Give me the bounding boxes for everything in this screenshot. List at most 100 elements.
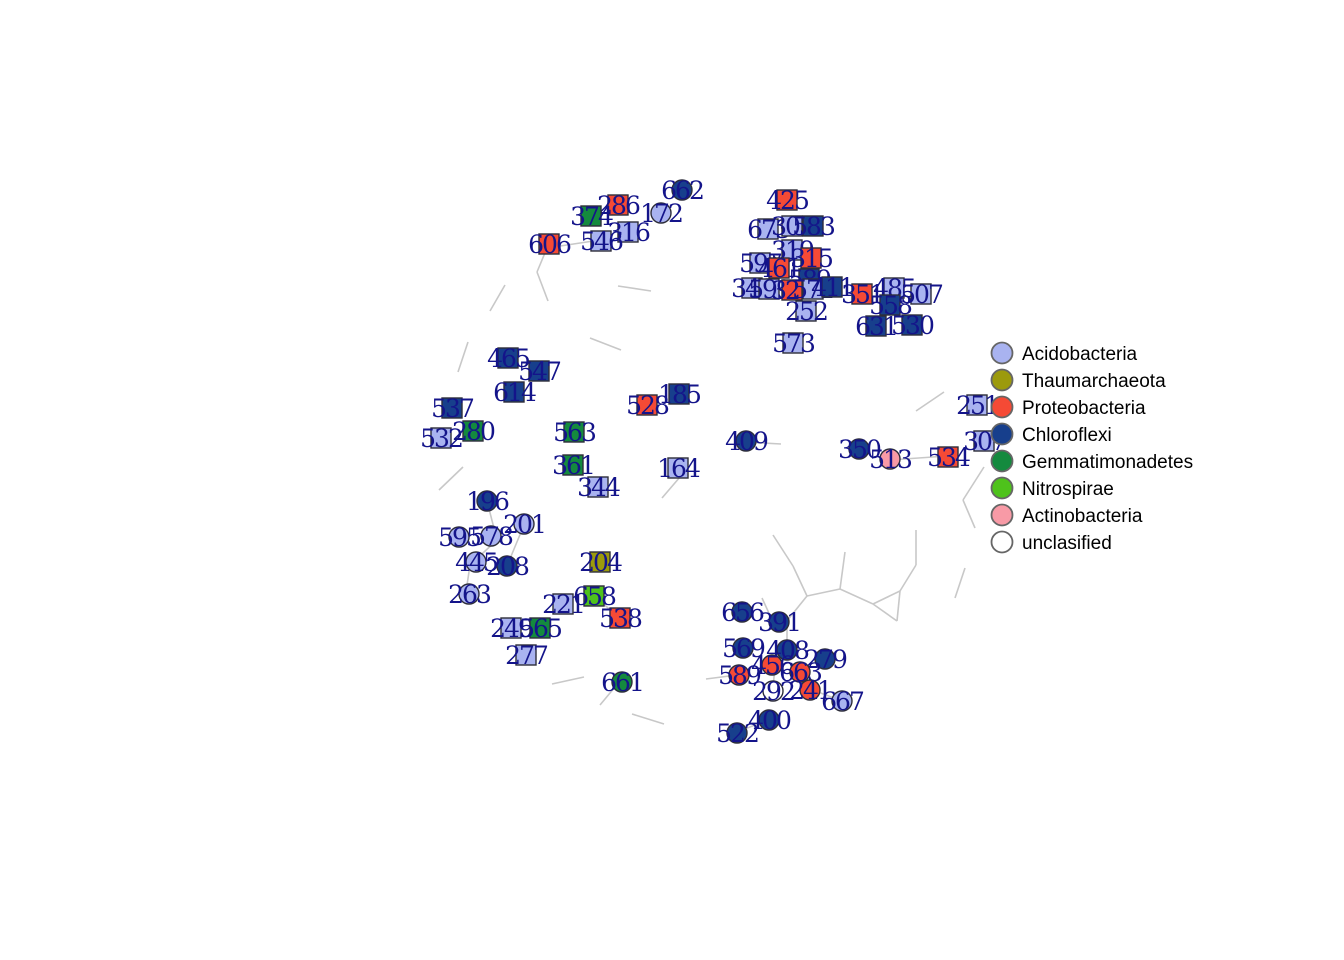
- legend-label: Proteobacteria: [1022, 398, 1146, 419]
- node-label: 361: [552, 451, 594, 480]
- network-node: 528: [626, 391, 671, 420]
- node-square: [617, 221, 639, 243]
- edge: [661, 476, 681, 499]
- node-label: 350: [838, 435, 881, 464]
- network-node: 280: [452, 417, 497, 446]
- node-square: [802, 215, 824, 237]
- node-circle: [611, 671, 633, 693]
- edge: [438, 466, 464, 491]
- network-node: 656: [721, 598, 766, 627]
- node-label: 537: [431, 394, 474, 423]
- network-node: 606: [528, 230, 573, 259]
- network-node: 292: [752, 677, 796, 706]
- network-node: 249: [490, 614, 535, 643]
- node-square: [667, 457, 689, 479]
- node-label: 316: [607, 218, 650, 247]
- network-node: 667: [821, 687, 866, 716]
- node-square: [821, 276, 843, 298]
- network-node: 614: [493, 378, 538, 407]
- node-circle: [671, 179, 693, 201]
- legend-swatch: [990, 449, 1014, 473]
- node-label: 221: [542, 590, 584, 619]
- edge: [896, 590, 901, 622]
- node-square: [776, 189, 798, 211]
- legend-entry: Nitrospirae: [990, 476, 1114, 500]
- node-label: 606: [528, 230, 571, 259]
- network-node: 164: [657, 454, 702, 483]
- node-label: 595: [438, 523, 480, 552]
- node-square: [781, 215, 803, 237]
- node-square: [757, 218, 779, 240]
- node-square: [795, 300, 817, 322]
- node-circle: [735, 430, 757, 452]
- network-node: 409: [725, 427, 770, 456]
- network-node: 208: [486, 552, 531, 581]
- network-node: 583: [792, 212, 837, 241]
- network-node: 445: [455, 548, 499, 577]
- edge: [915, 391, 945, 412]
- node-label: 573: [772, 329, 815, 358]
- node-label: 528: [626, 391, 669, 420]
- network-node: 374: [570, 202, 615, 231]
- node-circle: [762, 680, 784, 702]
- node-circle: [731, 601, 753, 623]
- network-node: 530: [891, 311, 936, 340]
- node-square: [636, 394, 658, 416]
- node-label: 208: [486, 552, 529, 581]
- node-square: [781, 279, 803, 301]
- legend-label: Acidobacteria: [1022, 344, 1138, 365]
- network-node: 172: [640, 199, 684, 228]
- node-label: 507: [900, 280, 943, 309]
- network-node: 461: [758, 254, 802, 283]
- node-square: [500, 617, 522, 639]
- network-node: 391: [758, 608, 802, 637]
- legend-swatch: [990, 476, 1014, 500]
- network-node: 565: [519, 614, 563, 643]
- network-node: 534: [927, 443, 972, 472]
- node-square: [462, 420, 484, 442]
- legend-swatch: [990, 530, 1014, 554]
- node-square: [552, 593, 574, 615]
- edge: [536, 271, 549, 302]
- node-label: 656: [721, 598, 764, 627]
- node-square: [910, 283, 932, 305]
- node-label: 465: [487, 344, 529, 373]
- network-node: 558: [869, 291, 914, 320]
- network-node: 221: [542, 590, 586, 619]
- node-label: 185: [658, 380, 700, 409]
- network-node: 196: [466, 487, 511, 516]
- node-label: 277: [505, 641, 548, 670]
- edge: [589, 337, 622, 351]
- network-node: 321: [771, 276, 815, 305]
- node-label: 522: [716, 719, 758, 748]
- node-square: [668, 383, 690, 405]
- network-node: 546: [580, 227, 625, 256]
- network-node: 563: [553, 418, 598, 447]
- edge: [457, 341, 469, 373]
- node-circle: [831, 690, 853, 712]
- network-node: 456: [751, 651, 796, 680]
- node-square: [562, 454, 584, 476]
- edge: [872, 603, 898, 622]
- edge: [551, 676, 585, 685]
- node-circle: [848, 438, 870, 460]
- legend-swatch: [990, 341, 1014, 365]
- node-label: 546: [580, 227, 623, 256]
- node-label: 662: [661, 176, 703, 205]
- node-label: 445: [455, 548, 497, 577]
- node-circle: [726, 722, 748, 744]
- node-label: 578: [470, 522, 513, 551]
- node-label: 286: [597, 191, 640, 220]
- node-label: 513: [869, 445, 912, 474]
- node-square: [800, 247, 822, 269]
- node-circle: [814, 648, 836, 670]
- network-node: 279: [804, 645, 849, 674]
- network-node: 400: [748, 706, 793, 735]
- network-node: 573: [772, 329, 817, 358]
- network-node: 277: [505, 641, 550, 670]
- network-node: 316: [607, 218, 652, 247]
- node-label: 532: [420, 424, 462, 453]
- node-label: 461: [758, 254, 800, 283]
- legend-entry: unclasified: [990, 530, 1112, 554]
